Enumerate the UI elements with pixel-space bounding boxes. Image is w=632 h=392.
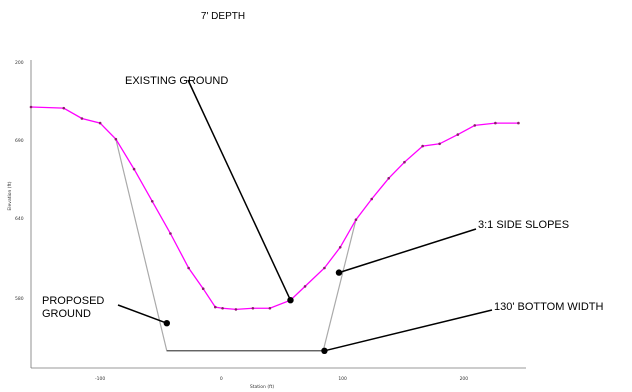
callout-leader [324,309,493,352]
existing-ground-point [114,137,118,141]
x-tick-label: 0 [220,376,223,382]
y-axis-label: Elevation (ft) [7,181,13,210]
existing-ground-point [214,305,217,309]
existing-ground-point [387,177,390,180]
existing-ground-point [338,246,342,249]
callout-dot [287,297,294,304]
existing-ground-point [251,306,255,310]
existing-ground-point [201,287,205,291]
existing-ground-point [403,160,406,164]
existing-ground-point [80,117,84,120]
callout-leader [117,304,168,324]
x-tick-label: 100 [338,376,347,382]
existing-ground-point [98,121,102,125]
existing-ground-point [473,124,477,127]
existing-ground-point [438,142,441,146]
existing-ground-point [29,105,33,109]
existing-ground-point [150,200,154,203]
y-tick-label: 580 [15,296,24,302]
existing-ground-point [169,232,172,235]
y-tick-label: 690 [15,138,24,144]
existing-ground-point [187,266,190,270]
callout-label: EXISTING GROUND [125,75,228,87]
callout-dot [321,347,328,354]
existing-ground-point [268,306,272,310]
existing-ground-point [517,121,520,125]
existing-ground-point [370,197,374,201]
existing-ground-point [221,306,224,310]
callout-leader [187,79,292,301]
existing-ground-point [234,308,238,311]
chart-title: 7' DEPTH [201,11,245,22]
existing-ground-point [303,285,307,288]
y-tick-label: 640 [15,216,24,222]
x-axis-label: Station (ft) [250,384,274,390]
callout-dot [335,269,343,276]
existing-ground-point [494,121,497,125]
callout-label: 3:1 SIDE SLOPES [478,219,569,231]
existing-ground-point [421,144,424,148]
existing-ground-point [456,133,460,136]
x-tick-label: -100 [95,376,105,382]
callout-leader [338,228,477,274]
existing-ground-point [132,167,136,171]
proposed-ground-line [115,139,357,352]
x-tick-label: 200 [460,376,469,382]
callout-label: PROPOSED [42,295,104,307]
existing-ground-point [354,218,358,221]
existing-ground-point [62,106,66,110]
existing-ground-line [30,106,519,311]
y-tick-label: 200 [15,60,24,66]
callout-label: GROUND [42,308,91,320]
callout-dot [163,320,170,327]
existing-ground-point [323,266,326,270]
callout-label: 130' BOTTOM WIDTH [494,301,604,313]
